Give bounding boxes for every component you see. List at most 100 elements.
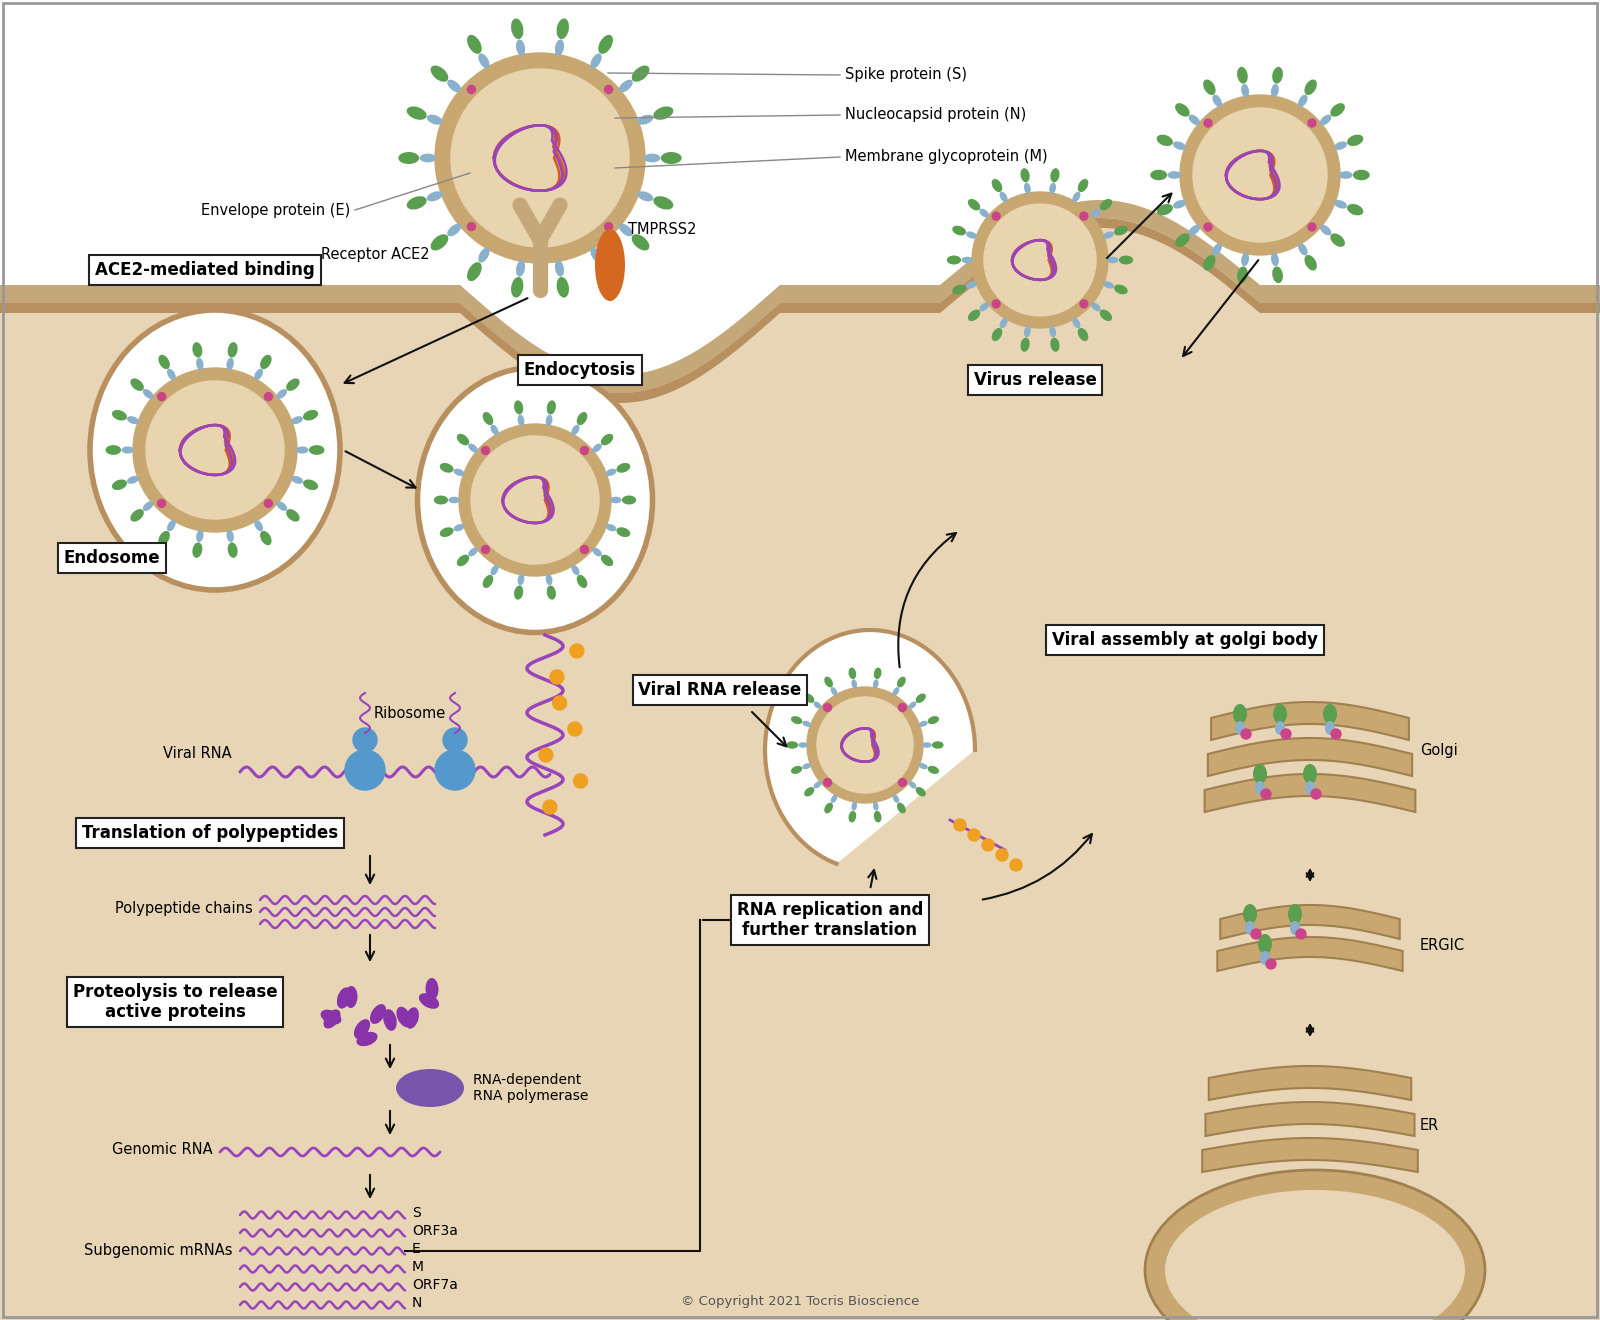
Ellipse shape	[483, 412, 493, 425]
Text: S: S	[413, 1206, 421, 1220]
Ellipse shape	[514, 586, 523, 599]
Ellipse shape	[968, 199, 981, 210]
Polygon shape	[1202, 1138, 1418, 1172]
Ellipse shape	[254, 368, 262, 380]
Ellipse shape	[952, 285, 966, 294]
Circle shape	[1080, 300, 1088, 308]
Ellipse shape	[517, 414, 525, 426]
Ellipse shape	[426, 978, 438, 1001]
Ellipse shape	[898, 677, 906, 688]
Ellipse shape	[478, 247, 490, 263]
Circle shape	[1261, 789, 1270, 799]
Ellipse shape	[166, 368, 176, 380]
Ellipse shape	[227, 529, 234, 543]
Text: Receptor ACE2: Receptor ACE2	[322, 248, 430, 263]
Bar	[0, 285, 1600, 1320]
Ellipse shape	[1203, 79, 1216, 95]
Ellipse shape	[419, 153, 437, 162]
Text: Membrane glycoprotein (M): Membrane glycoprotein (M)	[845, 149, 1048, 165]
Ellipse shape	[592, 548, 602, 557]
Ellipse shape	[947, 256, 962, 264]
Polygon shape	[1218, 937, 1403, 972]
Ellipse shape	[1168, 172, 1181, 178]
Ellipse shape	[354, 1019, 370, 1039]
Ellipse shape	[309, 445, 325, 455]
Ellipse shape	[1078, 180, 1088, 193]
Ellipse shape	[344, 986, 357, 1008]
Ellipse shape	[517, 574, 525, 585]
Ellipse shape	[1021, 168, 1030, 182]
Ellipse shape	[320, 1010, 341, 1024]
Ellipse shape	[661, 152, 682, 164]
Ellipse shape	[491, 425, 499, 436]
Ellipse shape	[653, 197, 674, 210]
Circle shape	[552, 696, 566, 710]
Ellipse shape	[851, 680, 858, 689]
Ellipse shape	[1021, 338, 1030, 352]
Ellipse shape	[824, 677, 834, 688]
Ellipse shape	[1245, 921, 1254, 935]
Ellipse shape	[1330, 234, 1346, 247]
Ellipse shape	[1354, 170, 1370, 181]
Ellipse shape	[296, 446, 309, 454]
Ellipse shape	[598, 263, 613, 281]
Text: Viral assembly at golgi body: Viral assembly at golgi body	[1053, 631, 1318, 649]
Polygon shape	[765, 630, 974, 863]
Ellipse shape	[1050, 326, 1056, 338]
Ellipse shape	[291, 416, 302, 424]
Text: Golgi: Golgi	[1421, 742, 1458, 758]
Ellipse shape	[848, 810, 856, 822]
Text: © Copyright 2021 Tocris Bioscience: © Copyright 2021 Tocris Bioscience	[682, 1295, 918, 1308]
Text: RNA-dependent
RNA polymerase: RNA-dependent RNA polymerase	[474, 1073, 589, 1104]
Ellipse shape	[547, 400, 555, 414]
Ellipse shape	[453, 524, 464, 532]
Ellipse shape	[406, 197, 427, 210]
Circle shape	[346, 750, 386, 789]
Ellipse shape	[851, 801, 858, 810]
Ellipse shape	[1304, 79, 1317, 95]
Ellipse shape	[456, 554, 469, 566]
Ellipse shape	[918, 721, 928, 727]
Ellipse shape	[1288, 904, 1302, 924]
Ellipse shape	[427, 115, 443, 124]
Circle shape	[1205, 223, 1213, 231]
Ellipse shape	[1253, 764, 1267, 784]
Circle shape	[467, 86, 475, 94]
Text: Polypeptide chains: Polypeptide chains	[115, 900, 253, 916]
Text: ERGIC: ERGIC	[1421, 937, 1466, 953]
Circle shape	[1194, 108, 1326, 242]
Ellipse shape	[590, 53, 602, 69]
Circle shape	[581, 446, 589, 454]
Ellipse shape	[446, 223, 461, 236]
Ellipse shape	[515, 260, 525, 277]
Ellipse shape	[1270, 84, 1278, 98]
Ellipse shape	[1213, 243, 1222, 255]
Ellipse shape	[440, 527, 453, 537]
Ellipse shape	[126, 416, 139, 424]
Circle shape	[982, 840, 994, 851]
Circle shape	[158, 392, 166, 400]
Ellipse shape	[622, 495, 637, 504]
Ellipse shape	[928, 766, 939, 774]
Circle shape	[1282, 729, 1291, 739]
Circle shape	[435, 53, 645, 263]
Text: ACE2-mediated binding: ACE2-mediated binding	[94, 261, 315, 279]
Circle shape	[158, 499, 166, 507]
Text: E: E	[413, 1242, 421, 1257]
Circle shape	[992, 300, 1000, 308]
Ellipse shape	[571, 565, 579, 576]
Ellipse shape	[893, 795, 899, 803]
Ellipse shape	[370, 1005, 386, 1024]
Ellipse shape	[1189, 224, 1200, 235]
Ellipse shape	[602, 434, 613, 445]
Ellipse shape	[576, 574, 587, 587]
Text: TMPRSS2: TMPRSS2	[627, 223, 696, 238]
Ellipse shape	[637, 191, 653, 202]
Ellipse shape	[1078, 327, 1088, 341]
Ellipse shape	[510, 18, 523, 40]
Text: Ribosome: Ribosome	[374, 706, 446, 722]
Ellipse shape	[1339, 172, 1352, 178]
Circle shape	[1307, 119, 1315, 127]
Ellipse shape	[469, 548, 478, 557]
Ellipse shape	[1213, 95, 1222, 107]
